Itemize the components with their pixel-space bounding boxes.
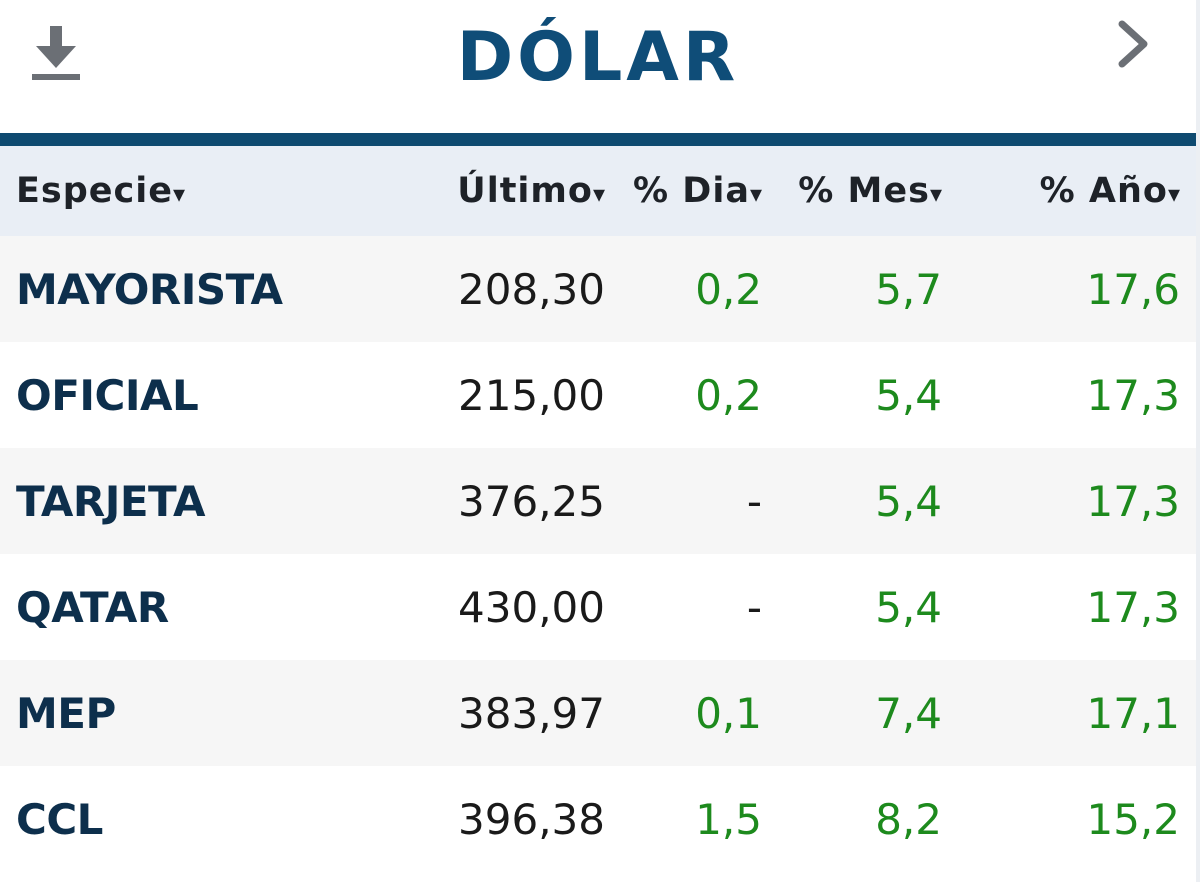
cell-mes: 5,4: [875, 582, 942, 632]
table-row[interactable]: MEP 383,97 0,1 7,4 17,1: [0, 660, 1196, 766]
sort-arrow-icon: ▾: [929, 180, 942, 208]
cell-mes: 5,7: [875, 264, 942, 314]
sort-arrow-icon: ▾: [1167, 180, 1180, 208]
download-icon[interactable]: [30, 24, 82, 84]
table-row[interactable]: OFICIAL 215,00 0,2 5,4 17,3: [0, 342, 1196, 448]
cell-anio: 17,6: [1086, 264, 1180, 314]
table-row[interactable]: QATAR 430,00 - 5,4 17,3: [0, 554, 1196, 660]
sort-arrow-icon: ▾: [592, 180, 605, 208]
cell-ultimo: 376,25: [458, 476, 605, 526]
cell-especie: TARJETA: [16, 476, 205, 526]
column-header-especie[interactable]: Especie▾: [16, 171, 186, 211]
cell-especie: QATAR: [16, 582, 169, 632]
cell-especie: CCL: [16, 794, 103, 844]
cell-especie: MEP: [16, 688, 116, 738]
column-header-mes[interactable]: % Mes▾: [798, 171, 942, 211]
cell-ultimo: 430,00: [458, 582, 605, 632]
cell-ultimo: 208,30: [458, 264, 605, 314]
sort-arrow-icon: ▾: [749, 180, 762, 208]
cell-anio: 17,3: [1086, 476, 1180, 526]
table-row[interactable]: MAYORISTA 208,30 0,2 5,7 17,6: [0, 236, 1196, 342]
cell-dia: 1,5: [695, 794, 762, 844]
cell-anio: 17,3: [1086, 370, 1180, 420]
cell-mes: 5,4: [875, 476, 942, 526]
cell-ultimo: 215,00: [458, 370, 605, 420]
sort-arrow-icon: ▾: [173, 180, 186, 208]
cell-ultimo: 383,97: [458, 688, 605, 738]
cell-anio: 17,3: [1086, 582, 1180, 632]
quotes-table: Especie▾ Último▾ % Dia▾ % Mes▾ % Año▾ MA…: [0, 146, 1196, 872]
title-divider: [0, 133, 1196, 146]
column-header-ultimo[interactable]: Último▾: [457, 171, 605, 211]
cell-dia: 0,2: [695, 264, 762, 314]
cell-anio: 15,2: [1086, 794, 1180, 844]
cell-dia: 0,2: [695, 370, 762, 420]
column-header-anio[interactable]: % Año▾: [1039, 171, 1180, 211]
cell-ultimo: 396,38: [458, 794, 605, 844]
table-row[interactable]: TARJETA 376,25 - 5,4 17,3: [0, 448, 1196, 554]
chevron-right-icon[interactable]: [1112, 14, 1156, 74]
widget-header: DÓLAR: [0, 0, 1196, 133]
cell-dia: -: [746, 476, 762, 526]
cell-mes: 8,2: [875, 794, 942, 844]
cell-mes: 5,4: [875, 370, 942, 420]
cell-dia: -: [746, 582, 762, 632]
table-body: MAYORISTA 208,30 0,2 5,7 17,6 OFICIAL 21…: [0, 236, 1196, 872]
table-row[interactable]: CCL 396,38 1,5 8,2 15,2: [0, 766, 1196, 872]
column-header-dia[interactable]: % Dia▾: [633, 171, 762, 211]
cell-especie: MAYORISTA: [16, 264, 283, 314]
widget-title: DÓLAR: [456, 18, 740, 97]
table-header: Especie▾ Último▾ % Dia▾ % Mes▾ % Año▾: [0, 146, 1196, 236]
cell-mes: 7,4: [875, 688, 942, 738]
cell-especie: OFICIAL: [16, 370, 199, 420]
cell-anio: 17,1: [1086, 688, 1180, 738]
cell-dia: 0,1: [695, 688, 762, 738]
